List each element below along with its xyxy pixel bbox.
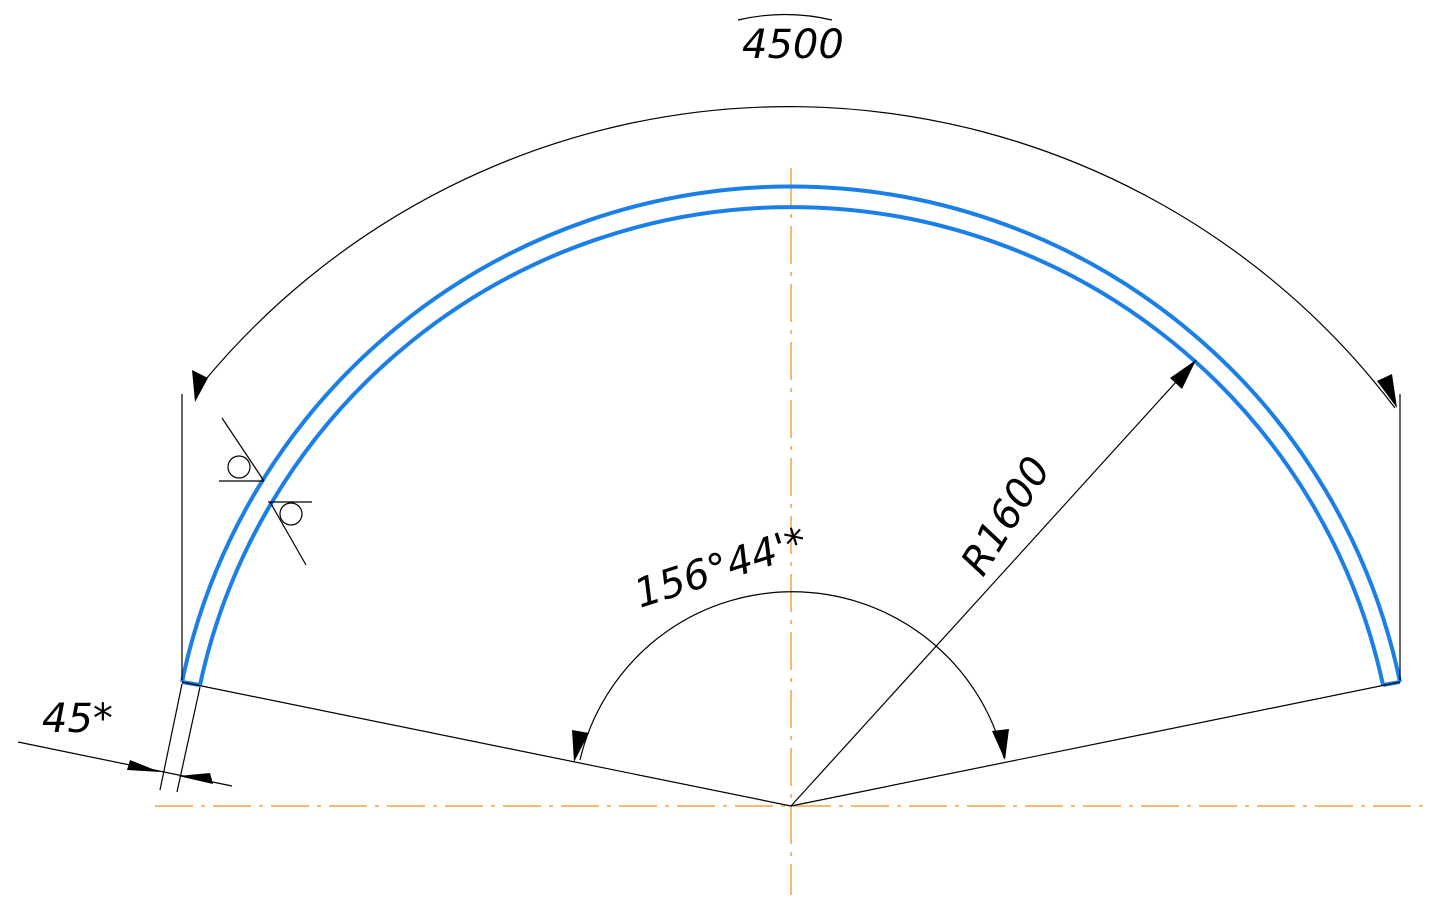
right-radial-edge (790, 681, 1401, 807)
thickness-extension-left (159, 683, 183, 791)
arc-length-dimension-line (196, 106, 1396, 409)
arc-length-label: 4500 (742, 22, 844, 68)
thickness-label: 45* (42, 696, 113, 742)
arrowhead-thickness-right (178, 773, 213, 784)
arrowheads (127, 360, 1397, 784)
angle-label: 156°44'* (629, 519, 813, 618)
surface-finish-icon (268, 501, 312, 566)
inner-arc (198, 205, 1385, 686)
radius-dimension-line (790, 359, 1197, 807)
outer-arc (180, 184, 1402, 683)
arrowhead-angle-left (572, 730, 589, 762)
arrowhead-angle-right (992, 729, 1009, 760)
arrowhead-arc-left (192, 370, 208, 402)
angle-dimension-arc (579, 591, 1005, 761)
dimension-lines (17, 13, 1401, 807)
arrowhead-thickness-left (127, 760, 160, 772)
surface-finish-icon (219, 417, 265, 482)
arrowhead-radius (1170, 360, 1196, 389)
arc-length-symbol (737, 13, 833, 21)
radius-label: R1600 (952, 449, 1060, 583)
thickness-extension-right (176, 686, 201, 793)
arrowhead-arc-right (1377, 374, 1397, 408)
left-radial-edge (181, 681, 792, 807)
